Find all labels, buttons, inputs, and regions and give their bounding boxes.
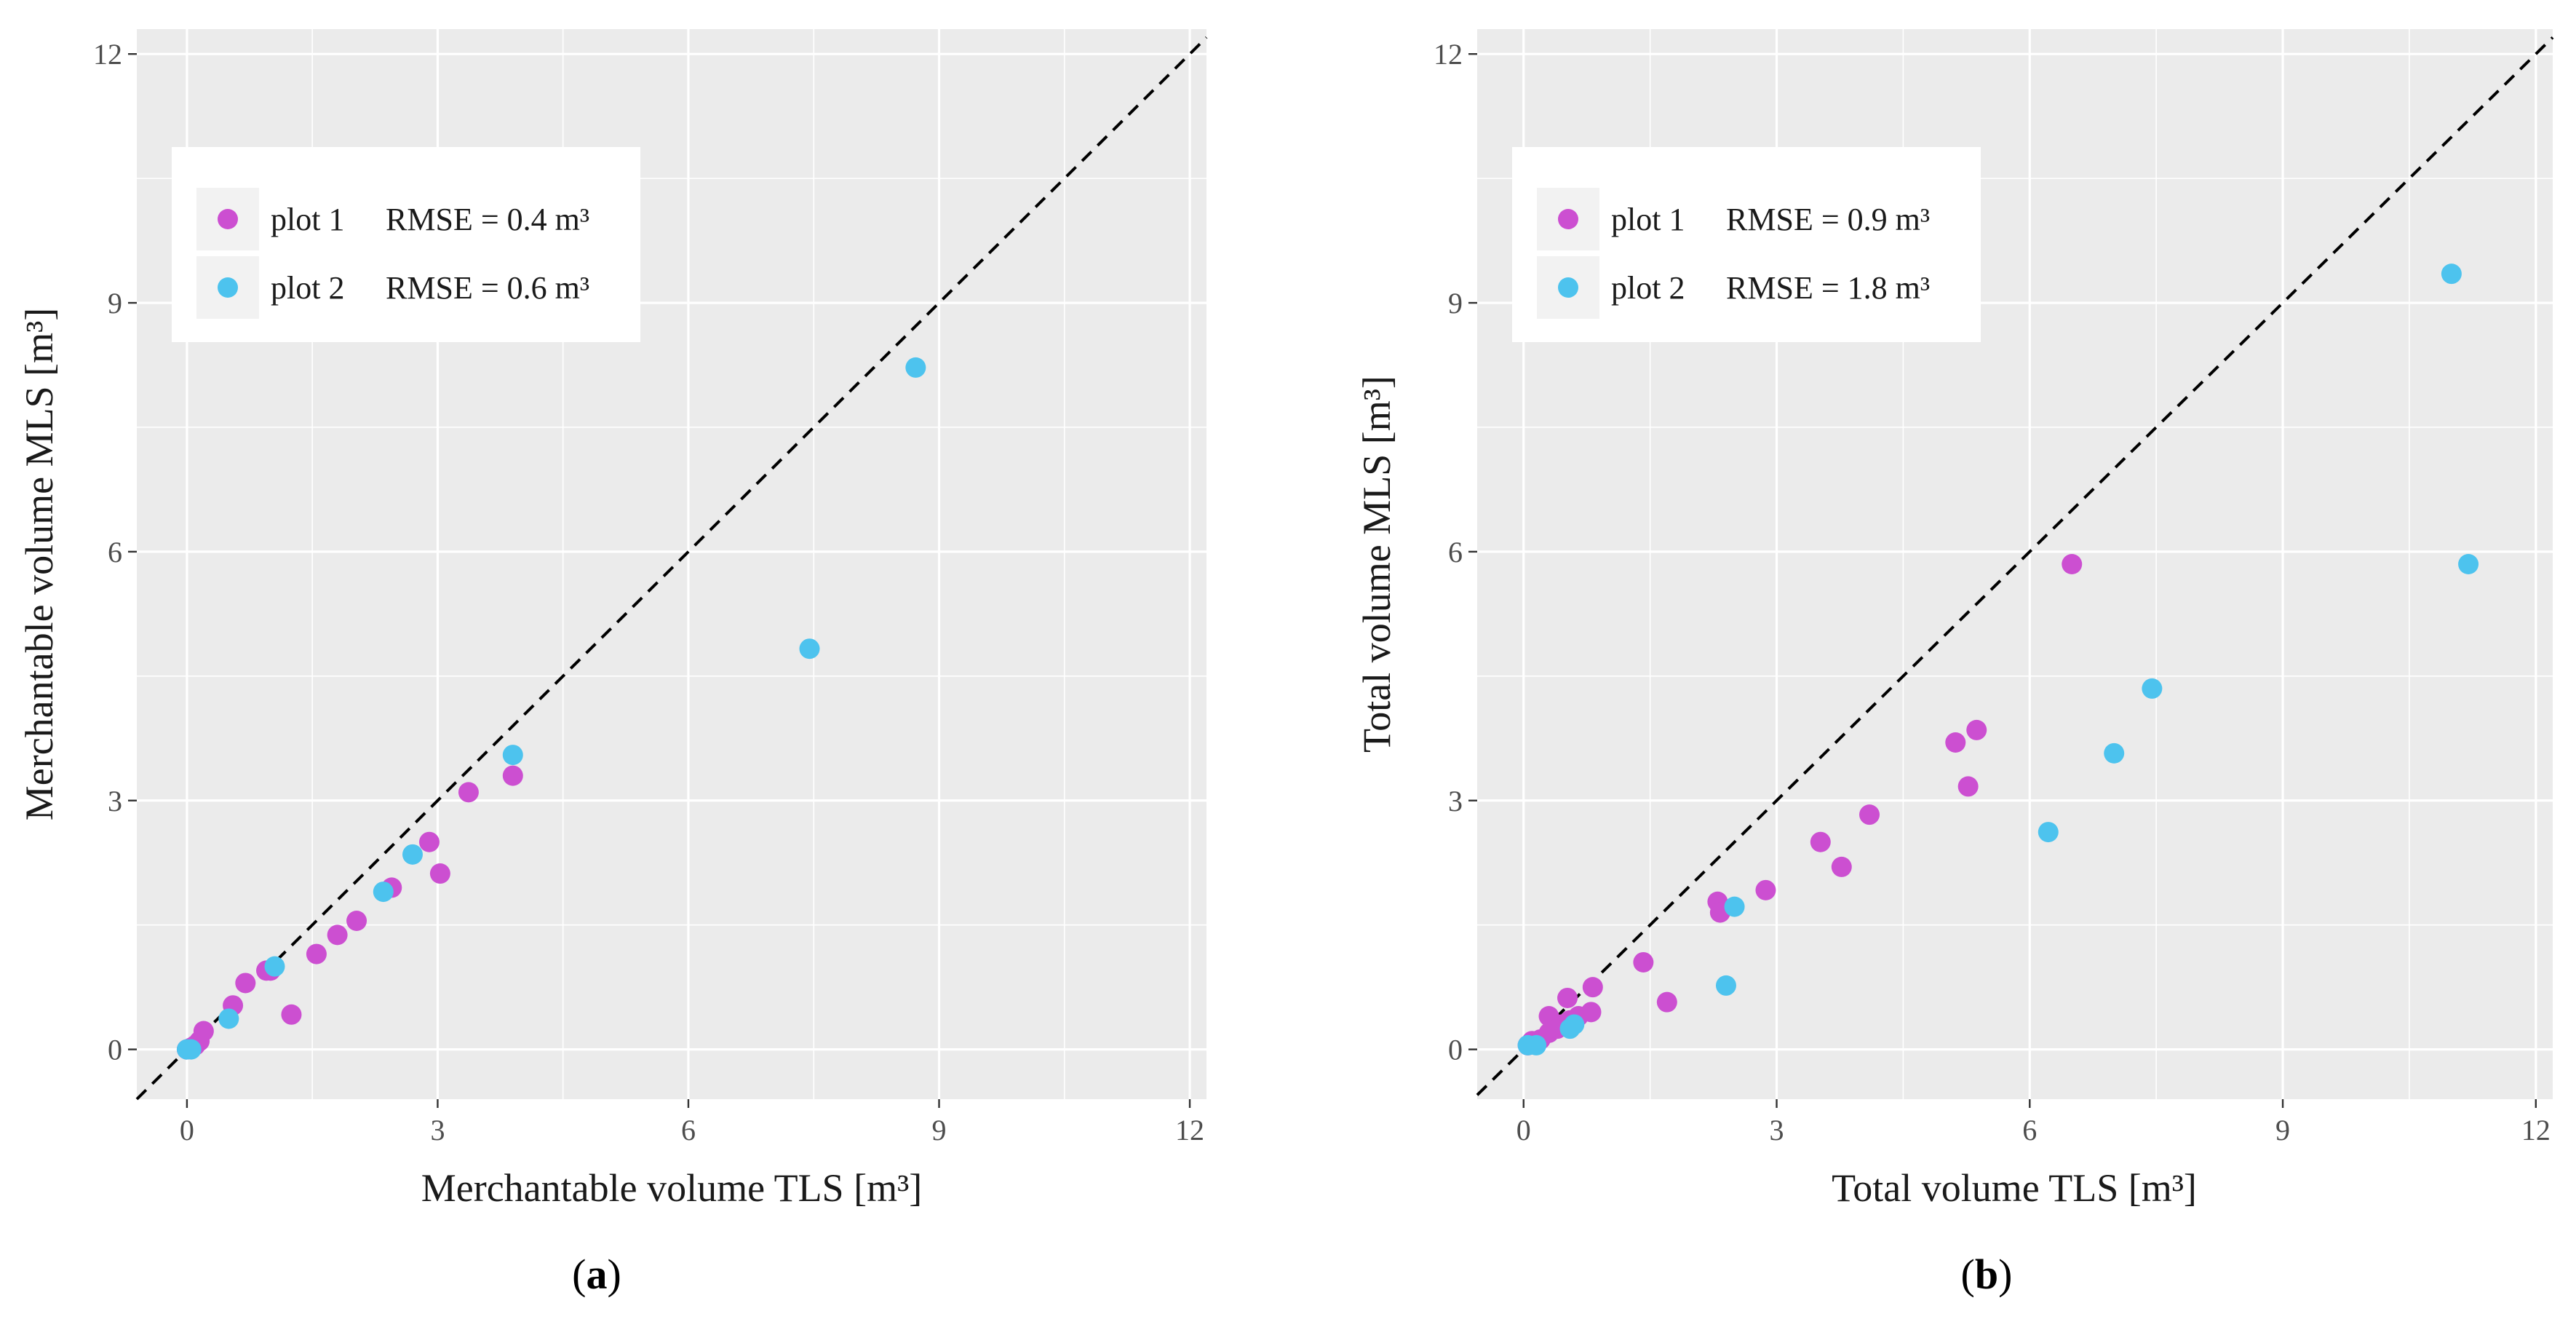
panel-a: 0 3 6 9 12 0 3 6 9 12 plot 1 RMSE = 0.4 m³ plot …: [17, 29, 1208, 1298]
legend-marker-plot2-a: [218, 277, 238, 298]
data-point-plot2: [373, 882, 394, 903]
data-point-plot1: [1831, 856, 1852, 877]
legend-marker-plot1-b: [1558, 209, 1578, 229]
data-point-plot2: [2142, 678, 2163, 699]
x-axis-title-b: Total volume TLS [m³]: [1832, 1166, 2197, 1210]
data-point-plot2: [1526, 1034, 1547, 1055]
x-axis-b: 0 3 6 9 12: [1516, 1099, 2551, 1146]
legend-label-plot1-a: plot 1: [271, 202, 344, 237]
data-point-plot1: [1859, 804, 1880, 825]
legend-label-plot1-b: plot 1: [1611, 202, 1685, 237]
data-point-plot1: [1633, 951, 1654, 973]
y-axis-title-a: Merchantable volume MLS [m³]: [17, 308, 61, 821]
legend-stat-plot1-b: RMSE = 0.9 m³: [1726, 202, 1930, 237]
data-point-plot1: [458, 782, 479, 803]
x-tick-label: 9: [2275, 1114, 2290, 1146]
reference-line-1to1: [135, 36, 1208, 1101]
y-axis-b: 0 3 6 9 12: [1434, 38, 1477, 1066]
data-point-plot1: [346, 911, 367, 931]
x-tick-label: 0: [1516, 1114, 1531, 1146]
data-point-plot2: [1715, 975, 1736, 996]
data-point-plot1: [1957, 776, 1979, 797]
data-point-plot2: [2038, 822, 2059, 843]
y-tick-label: 3: [1448, 785, 1463, 817]
data-point-plot1: [1557, 987, 1578, 1008]
data-point-plot2: [2441, 264, 2462, 285]
data-point-plot2: [402, 844, 423, 865]
panel-caption-b: (b): [1961, 1251, 2013, 1298]
y-axis-title-b: Total volume MLS [m³]: [1355, 376, 1399, 753]
data-point-plot1: [1582, 977, 1603, 998]
scatter-points-a: [135, 36, 1208, 1101]
legend-label-plot2-a: plot 2: [271, 270, 344, 306]
data-point-plot2: [1724, 896, 1745, 917]
legend-marker-plot1-a: [218, 209, 238, 229]
legend-stat-plot2-b: RMSE = 1.8 m³: [1726, 270, 1930, 306]
data-point-plot1: [1656, 991, 1677, 1013]
x-tick-label: 3: [1770, 1114, 1784, 1146]
data-point-plot1: [327, 924, 348, 946]
data-point-plot2: [905, 357, 926, 378]
x-tick-label: 3: [430, 1114, 445, 1146]
data-point-plot2: [2458, 554, 2479, 574]
data-point-plot1: [1810, 831, 1831, 852]
scatter-points-b: [1476, 36, 2554, 1096]
data-point-plot1: [235, 973, 256, 994]
y-tick-label: 0: [108, 1034, 122, 1066]
data-point-plot1: [193, 1021, 214, 1042]
panel-letter-b: b: [1975, 1251, 1998, 1298]
x-tick-label: 6: [2022, 1114, 2037, 1146]
panel-letter-a: a: [587, 1251, 608, 1298]
y-tick-label: 9: [1448, 287, 1463, 320]
legend-label-plot2-b: plot 2: [1611, 270, 1685, 306]
legend-b: plot 1 RMSE = 0.9 m³ plot 2 RMSE = 1.8 m…: [1512, 147, 1981, 342]
legend-stat-plot2-a: RMSE = 0.6 m³: [386, 270, 589, 306]
data-point-plot1: [1945, 732, 1966, 753]
panel-b: 0 3 6 9 12 0 3 6 9 12 plot 1 RMSE = 0.9 m³ plot …: [1355, 29, 2554, 1298]
panel-caption-a: (a): [572, 1251, 621, 1298]
data-point-plot2: [2104, 742, 2125, 764]
data-point-plot2: [502, 745, 523, 766]
data-point-plot2: [799, 638, 820, 660]
y-tick-label: 6: [108, 536, 122, 569]
data-point-plot1: [502, 765, 523, 786]
x-tick-label: 0: [180, 1114, 194, 1146]
data-point-plot1: [429, 863, 450, 884]
data-point-plot1: [1966, 719, 1987, 740]
y-tick-label: 12: [1434, 38, 1463, 71]
data-point-plot1: [418, 831, 440, 852]
data-point-plot2: [218, 1008, 239, 1029]
x-axis-a: 0 3 6 9 12: [180, 1099, 1204, 1146]
y-tick-label: 6: [1448, 536, 1463, 569]
x-tick-label: 9: [932, 1114, 947, 1146]
data-point-plot1: [2062, 554, 2083, 574]
legend-marker-plot2-b: [1558, 277, 1578, 298]
data-point-plot1: [1755, 879, 1776, 900]
y-tick-label: 9: [108, 287, 122, 320]
y-tick-label: 3: [108, 785, 122, 817]
data-point-plot1: [1581, 1002, 1602, 1023]
data-point-plot2: [1564, 1014, 1585, 1035]
x-axis-title-a: Merchantable volume TLS [m³]: [421, 1166, 923, 1210]
data-point-plot2: [180, 1039, 202, 1060]
legend-stat-plot1-a: RMSE = 0.4 m³: [386, 202, 589, 237]
reference-line-1to1: [1476, 36, 2554, 1096]
y-axis-a: 0 3 6 9 12: [93, 38, 137, 1066]
data-point-plot1: [306, 943, 327, 965]
y-tick-label: 0: [1448, 1034, 1463, 1066]
y-tick-label: 12: [93, 38, 122, 71]
x-tick-label: 12: [2521, 1114, 2551, 1146]
x-tick-label: 12: [1175, 1114, 1204, 1146]
x-tick-label: 6: [681, 1114, 696, 1146]
data-point-plot1: [281, 1004, 302, 1025]
data-point-plot2: [264, 956, 285, 977]
legend-a: plot 1 RMSE = 0.4 m³ plot 2 RMSE = 0.6 m…: [172, 147, 640, 342]
